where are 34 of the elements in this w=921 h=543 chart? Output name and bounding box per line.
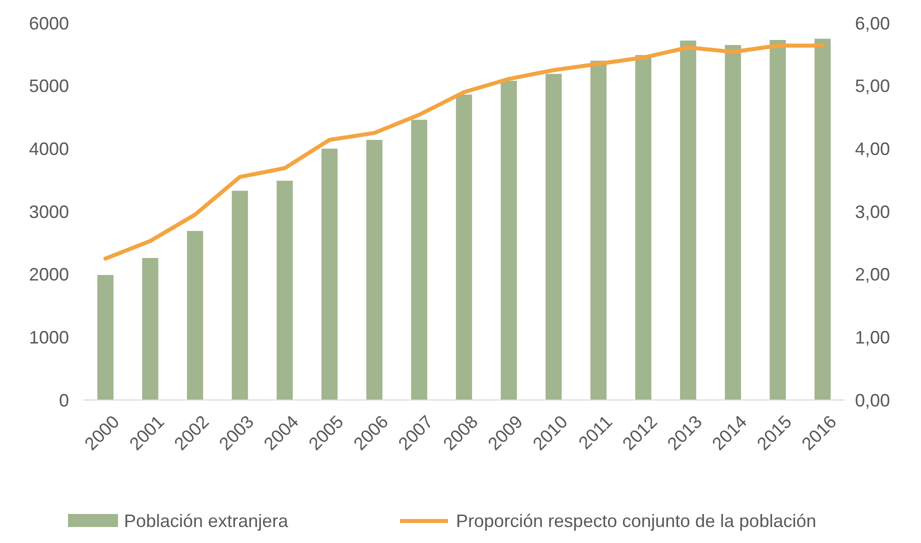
bar (814, 38, 831, 400)
y-tick-label: 3000 (28, 202, 69, 222)
bar (276, 180, 293, 400)
bar (680, 40, 696, 400)
bar (456, 94, 472, 400)
y2-tick-label: 0,00 (855, 390, 890, 410)
bar (770, 40, 786, 400)
bar (590, 60, 607, 400)
bar (635, 55, 652, 400)
bar (411, 120, 428, 400)
bar (546, 74, 562, 400)
bar (232, 190, 248, 400)
y2-tick-label: 4,00 (855, 138, 890, 159)
y-tick-label: 4000 (28, 138, 69, 159)
bar (142, 258, 158, 400)
legend-label: Población extranjera (124, 511, 290, 531)
y-tick-label: 2000 (28, 264, 69, 285)
y-tick-label: 0 (58, 390, 69, 410)
y2-tick-label: 1,00 (855, 327, 890, 348)
y2-tick-label: 2,00 (855, 264, 890, 285)
bar (724, 44, 742, 400)
y2-tick-label: 6,00 (855, 13, 890, 34)
y-tick-label: 5000 (28, 76, 69, 96)
legend-label: Proporción respecto conjunto de la población (456, 511, 816, 531)
line-series (103, 44, 825, 261)
bar (500, 80, 517, 400)
y2-tick-label: 3,00 (855, 202, 890, 222)
bar (97, 274, 114, 400)
bar (366, 140, 382, 400)
bar (186, 230, 204, 400)
bar (321, 148, 338, 400)
y2-tick-label: 5,00 (855, 76, 890, 96)
y-tick-label: 1000 (28, 327, 69, 348)
y-tick-label: 6000 (28, 13, 69, 34)
